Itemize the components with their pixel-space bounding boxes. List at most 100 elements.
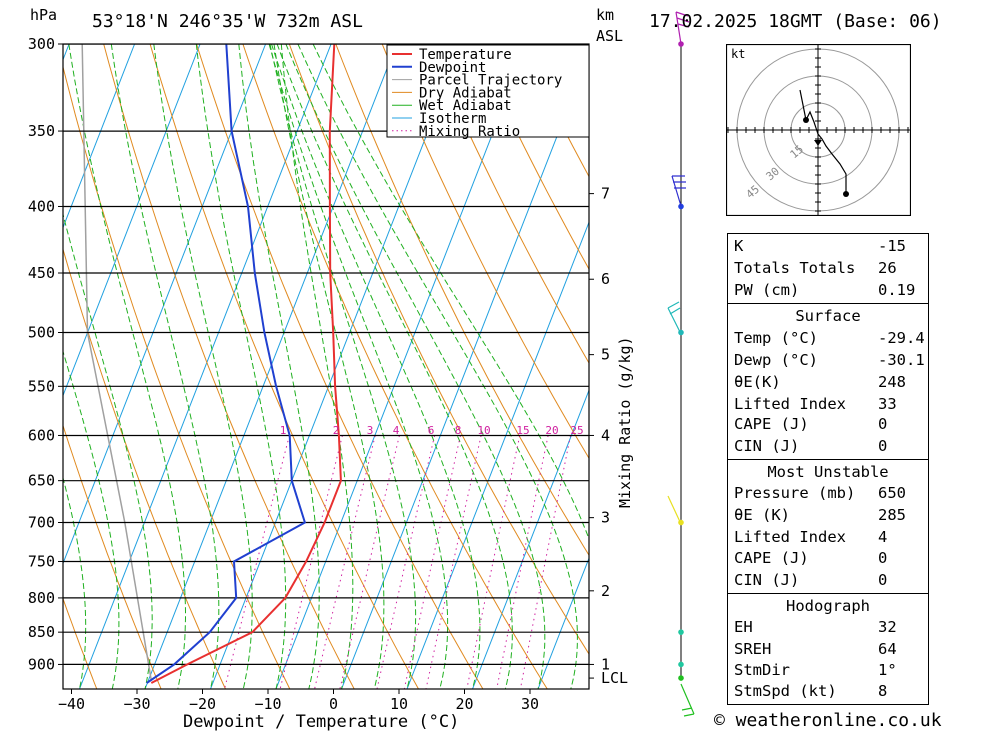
unstable-lifted-index: Lifted Index 4 bbox=[734, 528, 888, 546]
temperature-tick-label: 30 bbox=[521, 695, 539, 713]
pressure-tick-label: 800 bbox=[28, 589, 55, 607]
km-tick-label: 4 bbox=[601, 426, 610, 444]
wind-level-dot bbox=[678, 675, 684, 681]
wind-level-dot bbox=[678, 203, 684, 210]
mixing-ratio-label: 25 bbox=[570, 424, 583, 437]
unstable-cape: CAPE (J) 0 bbox=[734, 549, 888, 567]
wet-adiabat-line bbox=[297, 44, 578, 689]
pressure-tick-label: 750 bbox=[28, 552, 55, 570]
temperature-tick-label: 0 bbox=[329, 695, 338, 713]
legend-label: Wet Adiabat bbox=[419, 98, 512, 114]
pressure-tick-label: 700 bbox=[28, 514, 55, 532]
isotherm-line bbox=[63, 44, 201, 397]
dry-adiabat-line bbox=[103, 44, 355, 689]
surface-cin: CIN (J) 0 bbox=[734, 437, 888, 455]
wet-adiabat-line bbox=[276, 44, 513, 689]
isotherm-line bbox=[472, 388, 589, 689]
hodo-unit-label: kt bbox=[731, 47, 745, 61]
legend-label: Parcel Trajectory bbox=[419, 73, 562, 89]
indices-panel: K -15 Totals Totals 26 PW (cm) 0.19 Surface… bbox=[727, 233, 929, 705]
dry-adiabat-line bbox=[63, 424, 162, 689]
mixing-ratio-line bbox=[279, 435, 343, 689]
mixing-ratio-label: 1 bbox=[280, 424, 287, 437]
isotherm-line bbox=[63, 44, 136, 229]
wet-adiabat-line bbox=[63, 476, 87, 689]
mixing-ratio-line bbox=[496, 435, 549, 689]
hodo-sreh: SREH 64 bbox=[734, 640, 897, 658]
surface-dewp: Dewp (°C) -30.1 bbox=[734, 351, 925, 369]
wet-adiabat-line bbox=[110, 44, 220, 689]
hpa-label: hPa bbox=[30, 6, 57, 24]
unstable-thetae: θE (K) 285 bbox=[734, 506, 906, 524]
x-axis-title: Dewpoint / Temperature (°C) bbox=[183, 712, 459, 732]
km-tick-label: 5 bbox=[601, 346, 610, 364]
km-label: km bbox=[596, 6, 614, 24]
dry-adiabat-line bbox=[63, 65, 291, 689]
wind-barb bbox=[680, 683, 695, 717]
mixing-ratio-label: 8 bbox=[455, 424, 462, 437]
mixing-ratio-label: 4 bbox=[393, 424, 400, 437]
wind-barb bbox=[667, 495, 682, 525]
unstable-title: Most Unstable bbox=[767, 463, 889, 481]
wet-adiabat-line bbox=[195, 44, 287, 689]
dry-adiabat-line bbox=[335, 44, 589, 557]
temperature-tick-label: −20 bbox=[189, 695, 216, 713]
surface-lifted-index: Lifted Index 33 bbox=[734, 395, 897, 413]
km-tick-label: 3 bbox=[601, 509, 610, 527]
isotherm-line bbox=[537, 556, 589, 689]
surface-thetae: θE(K) 248 bbox=[734, 373, 906, 391]
temperature-tick-label: −40 bbox=[58, 695, 85, 713]
datetime-title: 17.02.2025 18GMT (Base: 06) bbox=[649, 11, 942, 32]
asl-label: ASL bbox=[596, 27, 623, 45]
surface-temp: Temp (°C) -29.4 bbox=[734, 329, 925, 347]
temperature-tick-label: −10 bbox=[254, 695, 281, 713]
pressure-tick-label: 850 bbox=[28, 623, 55, 641]
pressure-tick-label: 650 bbox=[28, 472, 55, 490]
wind-barb bbox=[675, 11, 690, 45]
mixing-ratio-line bbox=[425, 435, 482, 689]
hodo-upper-point bbox=[803, 117, 809, 123]
temperature-tick-label: −30 bbox=[123, 695, 150, 713]
legend-label: Isotherm bbox=[419, 111, 486, 127]
isotherm-line bbox=[341, 52, 589, 689]
wet-adiabat-line bbox=[68, 44, 186, 689]
mixing-ratio-line bbox=[403, 435, 461, 689]
wet-adiabat-line bbox=[271, 44, 481, 689]
index-row-pw: PW (cm) 0.19 bbox=[734, 281, 916, 299]
wet-adiabat-line bbox=[285, 44, 546, 689]
isotherm-line bbox=[79, 44, 332, 689]
wet-adiabat-line bbox=[268, 44, 449, 689]
wet-adiabat-line bbox=[280, 44, 354, 689]
hodo-stmdir: StmDir 1° bbox=[734, 661, 897, 679]
isotherm-line bbox=[0, 44, 4, 689]
wind-level-dot bbox=[678, 629, 684, 635]
wind-barb bbox=[671, 175, 686, 207]
credit-text: © weatheronline.co.uk bbox=[714, 710, 942, 731]
dry-adiabat-line bbox=[149, 44, 419, 689]
pressure-tick-label: 900 bbox=[28, 655, 55, 673]
mixing-ratio-line bbox=[314, 435, 376, 689]
mixing-ratio-label: 6 bbox=[428, 424, 435, 437]
mixing-ratio-label: 10 bbox=[477, 424, 490, 437]
mixing-ratio-axis-title: Mixing Ratio (g/kg) bbox=[616, 336, 634, 508]
mixing-ratio-label: 3 bbox=[367, 424, 374, 437]
legend-label: Temperature bbox=[419, 47, 512, 63]
hodo-eh: EH 32 bbox=[734, 618, 897, 636]
isotherm-line bbox=[63, 44, 267, 565]
isotherm-line bbox=[210, 44, 463, 689]
legend-label: Dewpoint bbox=[419, 60, 486, 76]
dry-adiabat-line bbox=[196, 44, 484, 689]
index-row-k: K -15 bbox=[734, 237, 906, 255]
unstable-pressure: Pressure (mb) 650 bbox=[734, 484, 906, 502]
parcel-trajectory-line bbox=[81, 44, 152, 681]
temperature-profile bbox=[150, 44, 342, 684]
mixing-ratio-line bbox=[466, 435, 521, 689]
pressure-tick-label: 500 bbox=[28, 323, 55, 341]
dry-adiabat-line bbox=[63, 247, 226, 689]
km-tick-label: 1 bbox=[601, 655, 610, 673]
hodograph: kt 15 30 45 bbox=[726, 44, 911, 216]
legend-label: Mixing Ratio bbox=[419, 124, 520, 140]
temperature-tick-label: 20 bbox=[455, 695, 473, 713]
